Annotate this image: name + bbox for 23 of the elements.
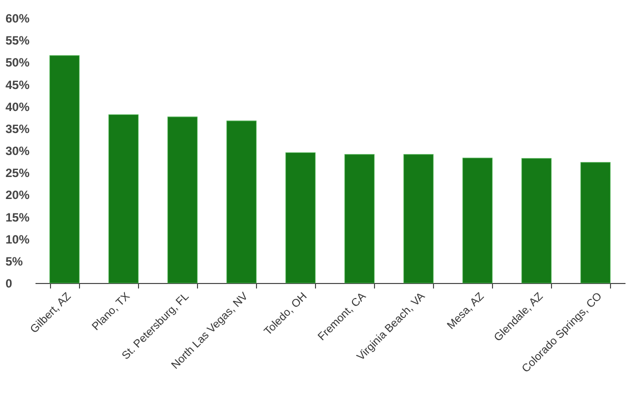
bar bbox=[285, 152, 316, 284]
bar bbox=[49, 55, 80, 284]
y-tick-label: 0 bbox=[6, 276, 12, 290]
bar bbox=[462, 158, 493, 284]
y-tick-label: 35% bbox=[6, 122, 30, 136]
bar bbox=[167, 116, 198, 284]
y-tick-label: 5% bbox=[6, 254, 24, 268]
bar bbox=[403, 154, 434, 284]
y-tick-label: 45% bbox=[6, 78, 30, 92]
y-tick-label: 60% bbox=[6, 12, 30, 26]
bar bbox=[226, 120, 257, 284]
y-tick-label: 10% bbox=[6, 232, 30, 246]
y-tick-label: 30% bbox=[6, 144, 30, 158]
y-tick-label: 25% bbox=[6, 166, 30, 180]
y-tick-label: 50% bbox=[6, 56, 30, 70]
y-tick-label: 40% bbox=[6, 100, 30, 114]
bar bbox=[108, 114, 139, 284]
y-tick-label: 20% bbox=[6, 188, 30, 202]
bar bbox=[580, 162, 611, 284]
bar bbox=[344, 154, 375, 284]
y-tick-label: 15% bbox=[6, 210, 30, 224]
y-tick-label: 55% bbox=[6, 34, 30, 48]
bar bbox=[521, 158, 552, 284]
